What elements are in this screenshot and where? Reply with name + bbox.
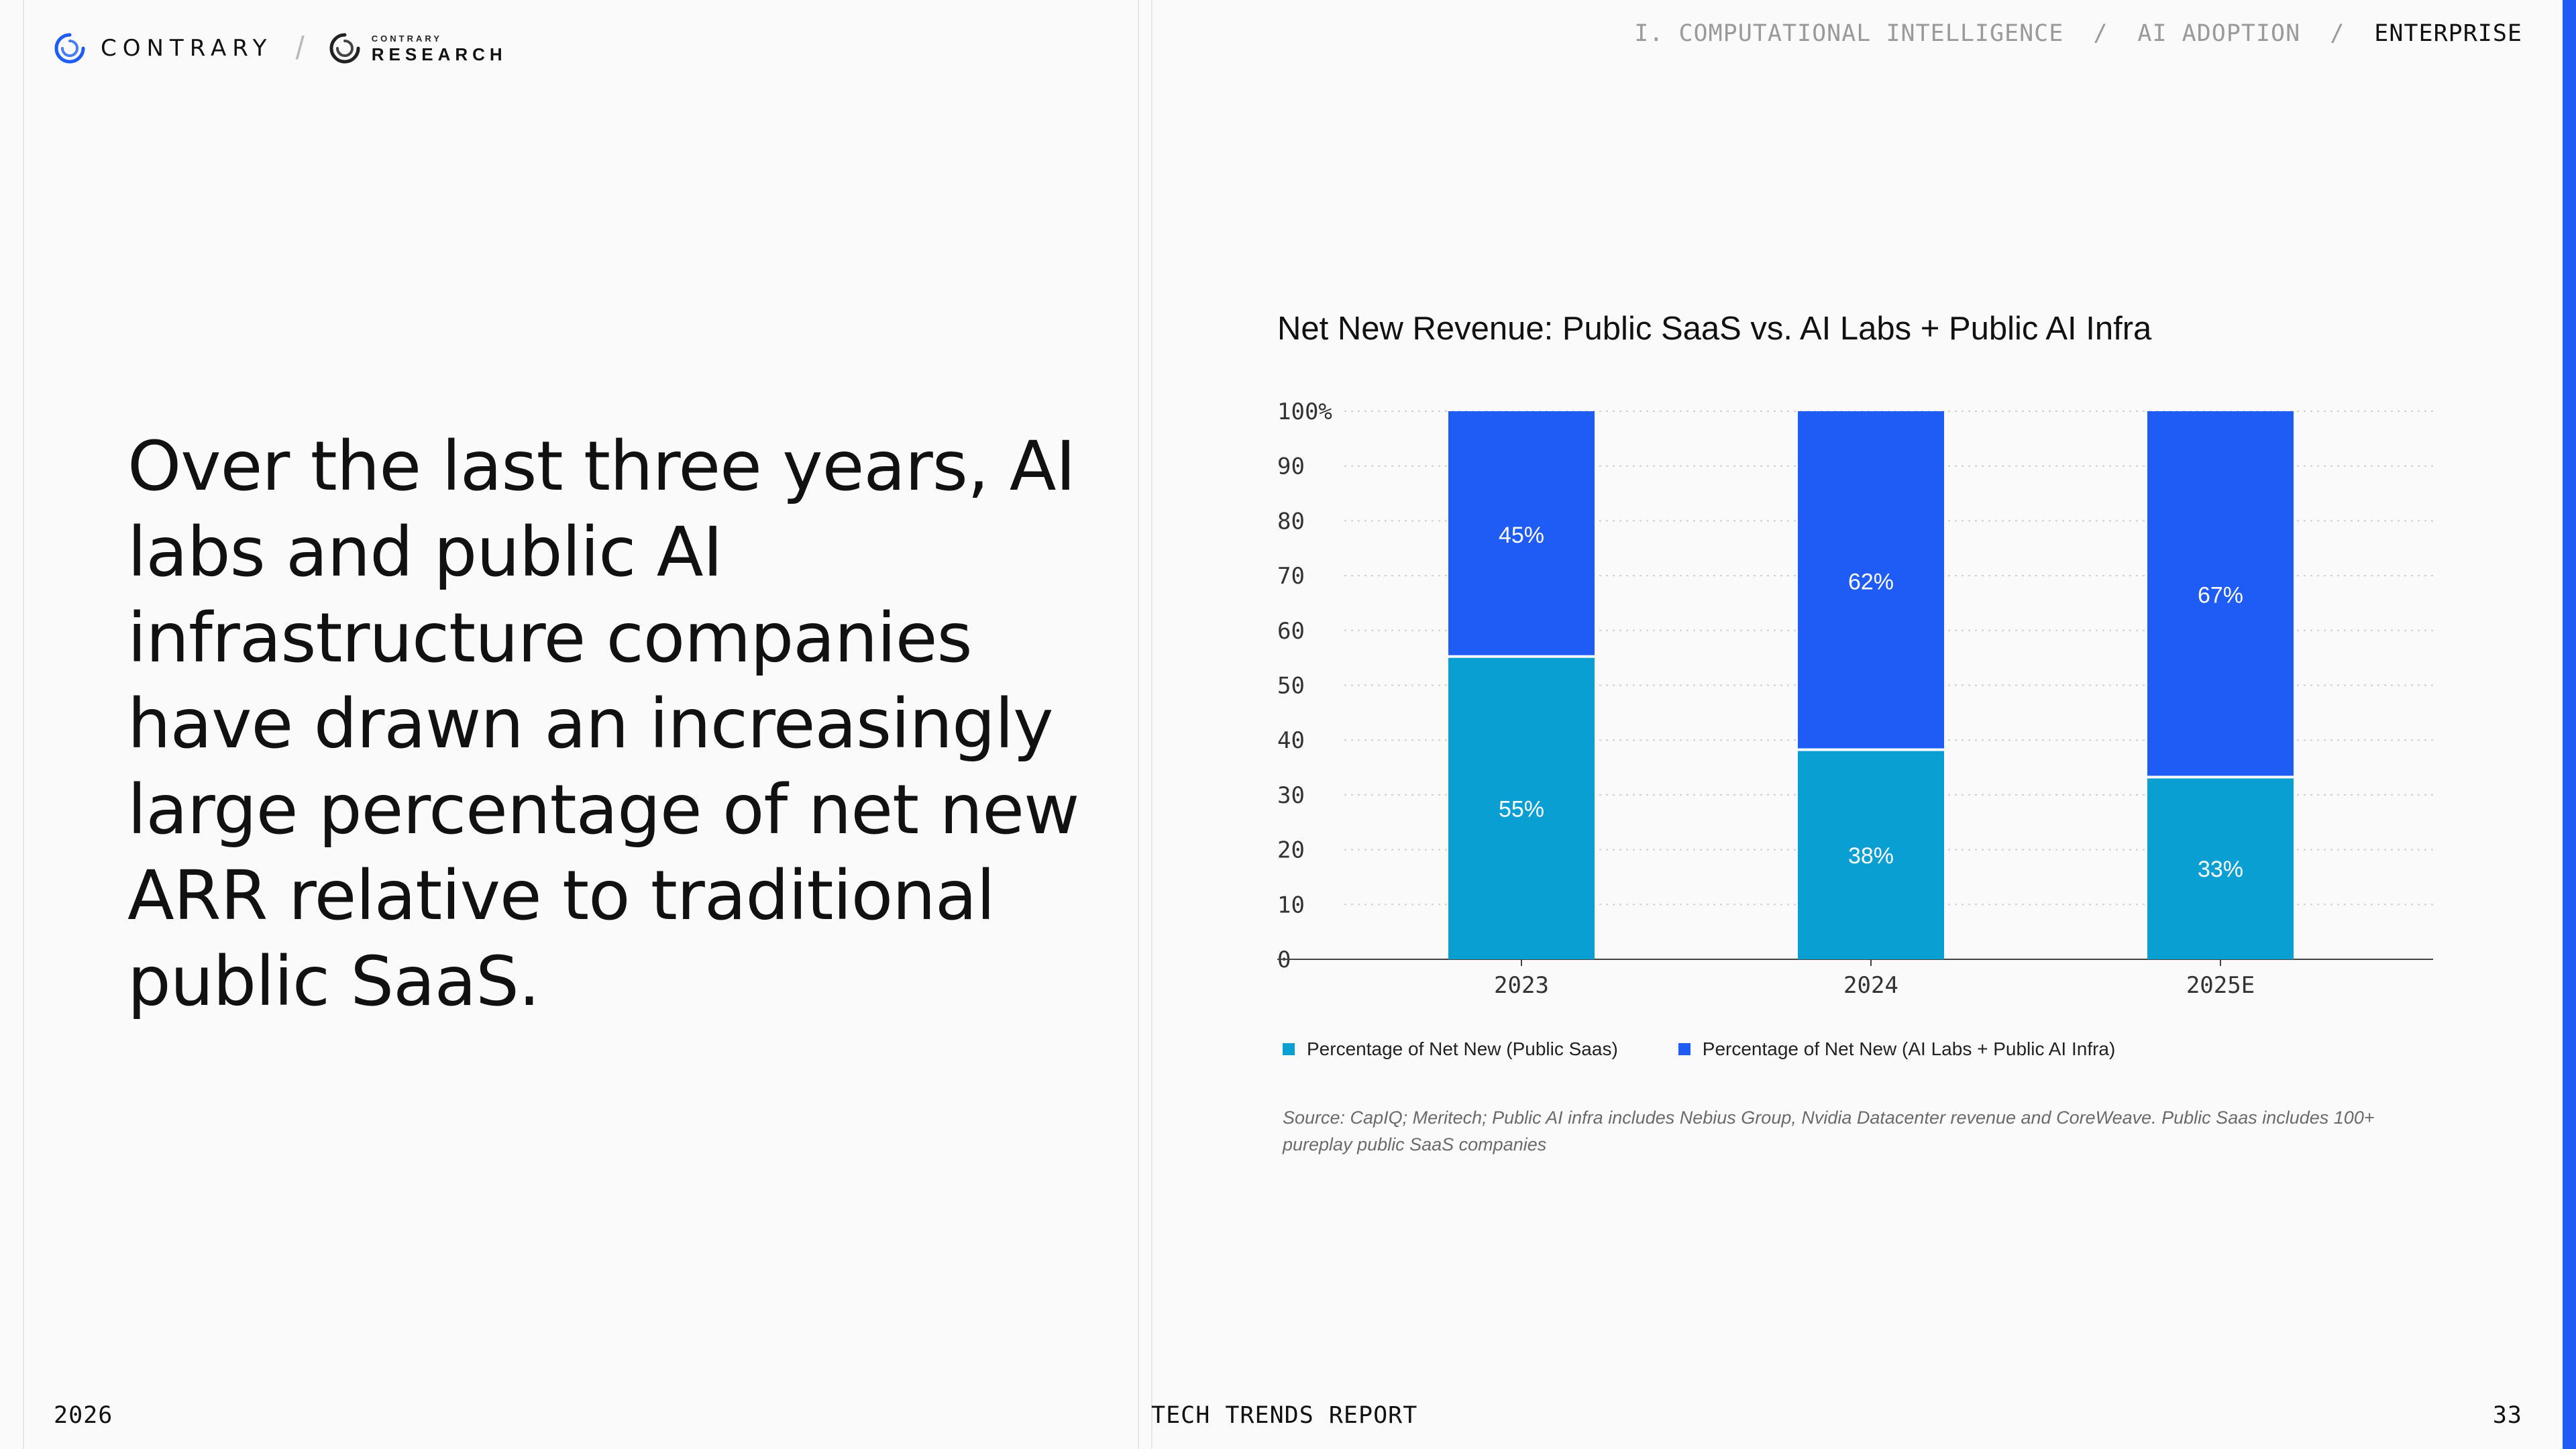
y-tick-label: 50: [1277, 673, 1305, 700]
x-tick-label: 2025E: [2186, 972, 2255, 999]
y-tick-label: 90: [1277, 453, 1305, 480]
data-label: 38%: [1848, 843, 1894, 869]
brand-separator: /: [295, 30, 305, 66]
research-label: RESEARCH: [371, 44, 507, 64]
y-tick-label: 40: [1277, 727, 1305, 754]
headline: Over the last three years, AI labs and p…: [127, 427, 1079, 1022]
stacked-bar-chart: 0102030405060708090100%55%45%202338%62%2…: [1277, 398, 2433, 999]
y-tick-label: 100%: [1277, 398, 1332, 425]
chart-source-note: Source: CapIQ; Meritech; Public AI infra…: [1283, 1108, 2375, 1155]
footer-year: 2026: [54, 1402, 113, 1429]
y-tick-label: 60: [1277, 618, 1305, 645]
breadcrumb: I. COMPUTATIONAL INTELLIGENCE / AI ADOPT…: [1634, 20, 2522, 47]
center-divider-left: [1138, 0, 1139, 1449]
footer-report-title: TECH TRENDS REPORT: [1151, 1402, 1418, 1429]
y-tick-label: 10: [1277, 892, 1305, 918]
data-label: 33%: [2198, 857, 2243, 882]
bar-segment: [2147, 411, 2294, 776]
bar-segment: [2147, 778, 2294, 959]
left-margin-line: [23, 0, 24, 1449]
y-tick-label: 70: [1277, 563, 1305, 590]
y-tick-label: 20: [1277, 837, 1305, 864]
breadcrumb-separator: /: [2330, 20, 2345, 47]
x-tick-label: 2023: [1494, 972, 1549, 999]
data-label: 45%: [1499, 523, 1544, 548]
legend-item-saas: Percentage of Net New (Public Saas): [1283, 1038, 1618, 1060]
legend-swatch-ai: [1678, 1043, 1690, 1055]
y-tick-label: 80: [1277, 508, 1305, 535]
breadcrumb-item-section[interactable]: I. COMPUTATIONAL INTELLIGENCE: [1634, 20, 2064, 47]
bar-segment: [1448, 411, 1595, 655]
data-label: 55%: [1499, 796, 1544, 822]
footer-page-number: 33: [2492, 1402, 2522, 1429]
data-label: 67%: [2198, 583, 2243, 608]
contrary-logo-icon: [54, 33, 85, 64]
chart-title: Net New Revenue: Public SaaS vs. AI Labs…: [1277, 311, 2152, 347]
legend-label-saas: Percentage of Net New (Public Saas): [1307, 1038, 1618, 1059]
y-tick-label: 30: [1277, 782, 1305, 809]
breadcrumb-item-current[interactable]: ENTERPRISE: [2374, 20, 2522, 47]
brand-header[interactable]: CONTRARY / CONTRARY RESEARCH: [52, 30, 507, 67]
bar-segment: [1798, 751, 1944, 959]
data-label: 62%: [1848, 569, 1894, 594]
research-wordmark: CONTRARY RESEARCH: [372, 34, 507, 63]
bar-segment: [1798, 411, 1944, 749]
research-small-label: CONTRARY: [371, 33, 442, 44]
bar-segment: [1448, 657, 1595, 959]
legend-item-ai: Percentage of Net New (AI Labs + Public …: [1678, 1038, 2116, 1060]
brand-name: CONTRARY: [101, 35, 273, 62]
legend-swatch-saas: [1283, 1043, 1295, 1055]
breadcrumb-separator: /: [2093, 20, 2108, 47]
x-tick-label: 2024: [1843, 972, 1898, 999]
research-logo-icon: [329, 33, 360, 64]
accent-bar: [2563, 0, 2576, 1449]
breadcrumb-item-topic[interactable]: AI ADOPTION: [2137, 20, 2301, 47]
chart-legend: Percentage of Net New (Public Saas) Perc…: [1283, 1038, 2176, 1060]
center-divider-right: [1151, 0, 1152, 1449]
legend-label-ai: Percentage of Net New (AI Labs + Public …: [1702, 1038, 2116, 1059]
